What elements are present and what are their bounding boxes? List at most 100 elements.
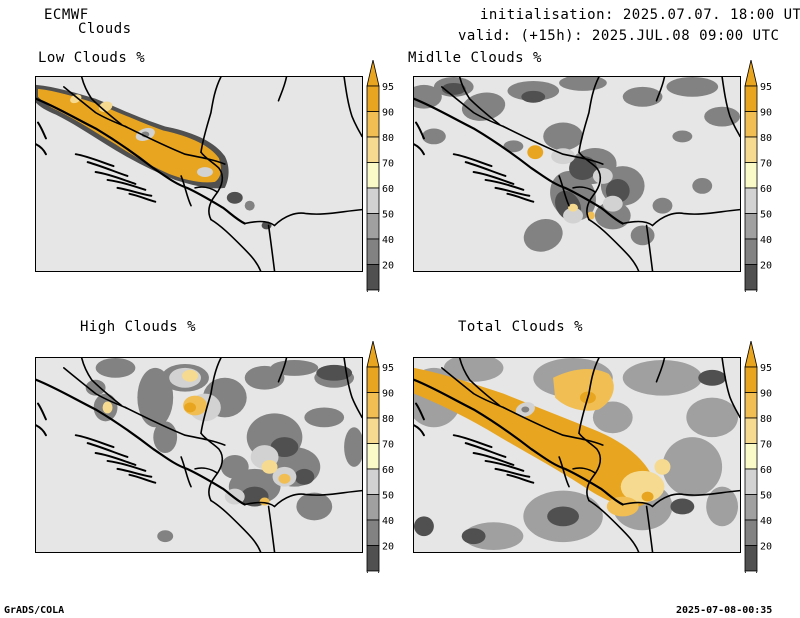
country-border	[721, 358, 740, 419]
colorbar-segment	[744, 417, 758, 444]
country-border	[441, 86, 505, 128]
panel-title-high: High Clouds %	[80, 319, 197, 335]
cloud-field-20	[547, 506, 579, 527]
colorbar-tick-label: 20	[382, 261, 394, 272]
cloud-field-20	[294, 468, 315, 485]
colorbar-tick-label: 95	[382, 82, 394, 93]
country-border	[558, 456, 570, 488]
island-coast	[414, 143, 425, 156]
country-border	[277, 358, 288, 383]
colorbar-segment	[744, 366, 758, 393]
colorbar-tick-label: 70	[382, 159, 394, 170]
island-coast	[494, 467, 531, 478]
colorbar-segment	[744, 213, 758, 240]
panel-title-low: Low Clouds %	[38, 50, 146, 66]
cloud-field-40	[672, 130, 693, 143]
colorbar-segment	[366, 417, 380, 444]
country-border	[243, 220, 276, 227]
colorbar-middle: 95 90 80 70 60 50 40 20	[741, 60, 800, 292]
colorbar-segment	[366, 468, 380, 495]
colorbar-tick-label: 60	[382, 184, 394, 195]
country-border	[200, 77, 222, 154]
island-coast	[36, 143, 47, 156]
colorbar-arrow-bottom	[366, 570, 380, 573]
cloud-hole-core	[521, 406, 530, 413]
colorbar-tick-label: 90	[760, 108, 772, 119]
cloud-field-80	[182, 369, 199, 382]
island-coast	[94, 171, 137, 185]
cloud-field-40	[157, 530, 174, 543]
colorbar-tick-label: 50	[760, 210, 772, 221]
country-border	[277, 77, 288, 102]
coastline	[36, 97, 246, 225]
country-border	[80, 77, 123, 126]
island-coast	[128, 473, 157, 484]
island-coast	[36, 424, 47, 437]
country-border	[645, 224, 654, 271]
colorbar-high: 95 90 80 70 60 50 40 20	[363, 341, 423, 573]
cloud-field-20	[670, 498, 695, 515]
country-border	[588, 218, 640, 271]
colorbar-total: 95 90 80 70 60 50 40 20	[741, 341, 800, 573]
colorbar-segment	[744, 111, 758, 138]
cloud-field-40	[559, 77, 607, 91]
country-border	[502, 125, 604, 165]
cloud-field-40	[85, 379, 106, 396]
coastline	[414, 97, 624, 225]
country-border	[343, 358, 362, 419]
coastline	[36, 378, 246, 506]
colorbar-tick-label: 50	[382, 210, 394, 221]
panel-title-middle: Midlle Clouds %	[408, 50, 542, 66]
colorbar-tick-label: 90	[382, 389, 394, 400]
country-border	[63, 86, 127, 128]
cloud-field-40	[543, 122, 583, 151]
island-coast	[414, 424, 425, 437]
cloud-field-95	[184, 402, 197, 413]
colorbar-arrow-top	[744, 60, 758, 87]
island-coast	[506, 192, 535, 203]
colorbar-tick-label: 70	[760, 440, 772, 451]
model-label: ECMWF	[44, 7, 89, 23]
cloud-field-dark	[244, 200, 255, 211]
country-border	[441, 367, 505, 409]
cloud-field-50	[443, 358, 504, 382]
colorbar-tick-label: 20	[760, 261, 772, 272]
cloud-field-40	[270, 359, 319, 376]
country-border	[200, 432, 224, 502]
cloud-field-40	[461, 92, 506, 121]
geography-lines	[36, 358, 362, 552]
cloud-field-20	[461, 528, 486, 545]
cloud-field-40	[652, 197, 673, 214]
colorbar-low: 95 90 80 70 60 50 40 20	[363, 60, 423, 292]
country-border	[655, 77, 666, 102]
island-coast	[452, 434, 493, 449]
colorbar-tick-label: 80	[760, 133, 772, 144]
island-coast	[484, 459, 525, 472]
colorbar-segment	[366, 519, 380, 546]
colorbar-segment	[366, 264, 380, 291]
colorbar-segment	[744, 136, 758, 163]
cloud-field-40	[304, 407, 345, 428]
cloud-field-80	[568, 203, 578, 212]
country-border	[721, 77, 740, 138]
cloud-field-90	[586, 211, 595, 220]
cloud-field-90	[259, 497, 270, 506]
country-border	[200, 358, 222, 435]
colorbar-segment	[744, 494, 758, 521]
cloud-field-50	[686, 397, 739, 438]
country-border	[273, 489, 362, 508]
colorbar-segment	[366, 213, 380, 240]
colorbar-tick-label: 50	[382, 491, 394, 502]
country-border	[124, 406, 226, 446]
map-high-svg	[36, 358, 362, 552]
island-coast	[506, 473, 535, 484]
island-coast	[128, 192, 157, 203]
colorbar-tick-label: 95	[382, 363, 394, 374]
map-middle-svg	[414, 77, 740, 271]
country-border	[655, 358, 666, 383]
footer-timestamp: 2025-07-08-00:35	[676, 605, 773, 616]
cloud-field-40	[296, 492, 333, 521]
panel-title-total: Total Clouds %	[458, 319, 584, 335]
map-middle-clouds	[413, 76, 741, 272]
country-border	[651, 489, 740, 508]
